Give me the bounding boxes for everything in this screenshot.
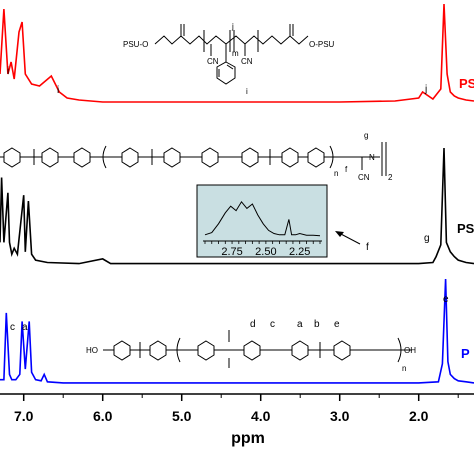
inset-tick-label: 2.75 [221, 246, 242, 258]
peak-label-red-i2: i [57, 85, 59, 96]
struct-top-left-label: PSU-O [123, 40, 148, 49]
struct-top-benzene-db2 [226, 64, 234, 70]
struct-mid-ring2 [41, 147, 59, 168]
x-tick-label: 3.0 [330, 408, 350, 424]
struct-mid-ring9 [307, 147, 325, 168]
struct-mid-2: 2 [388, 173, 393, 182]
spectra-group [0, 3, 474, 384]
struct-bot-ho: HO [86, 346, 98, 355]
struct-mid-cn: CN [358, 173, 370, 182]
x-tick-label: 4.0 [251, 408, 271, 424]
struct-bot-oh: OH [404, 346, 416, 355]
structure-top [154, 24, 309, 85]
inset-trace [204, 200, 321, 237]
struct-bot-label-e: e [334, 319, 340, 330]
struct-mid-ring7 [241, 147, 259, 168]
x-tick-label: 6.0 [93, 408, 113, 424]
struct-top-benzene [216, 61, 236, 85]
peak-label-blue-a: a [22, 322, 28, 333]
struct-mid-ring5 [163, 147, 181, 168]
series-label-black: PS [457, 221, 474, 236]
peak-label-red-j: j [424, 84, 427, 95]
inset-arrow-line [338, 232, 361, 245]
struct-bot-ring1 [113, 340, 131, 361]
struct-bot-ring2 [149, 340, 167, 361]
inset-panel: 2.75 2.50 2.25 [196, 184, 328, 258]
peak-label-red-i1: i [7, 66, 9, 77]
struct-top-j: j [231, 22, 234, 31]
inset-tick-label: 2.25 [289, 246, 310, 258]
struct-mid-ring8 [281, 147, 299, 168]
peak-label-blue-c: c [10, 322, 15, 333]
struct-mid-n: n [334, 169, 338, 178]
struct-bot-label-c: c [270, 319, 275, 330]
struct-mid-g: g [364, 131, 368, 140]
series-label-red: PS [459, 76, 474, 91]
inset-ticks: 2.75 2.50 2.25 [204, 241, 321, 258]
inset-arrow-head [335, 231, 344, 237]
struct-bot-label-b: b [314, 319, 320, 330]
struct-mid-ring4 [121, 147, 139, 168]
struct-top-cn1: CN [207, 57, 219, 66]
struct-mid-paren-right [329, 145, 334, 169]
struct-bot-label-d: d [250, 319, 256, 330]
series-label-blue: P [461, 346, 470, 361]
struct-top-right-label: O-PSU [309, 40, 335, 49]
spectrum-trace-3 [0, 278, 474, 384]
struct-bot-paren-right [397, 337, 402, 363]
x-tick-label: 5.0 [172, 408, 192, 424]
struct-mid-n2: N [369, 153, 375, 162]
struct-top-i: i [246, 87, 248, 96]
struct-mid-paren-left [102, 145, 107, 169]
structure-bottom [103, 330, 412, 368]
x-tick-label: 2.0 [409, 408, 429, 424]
struct-bot-ring4 [243, 340, 261, 361]
struct-bot-ring5 [291, 340, 309, 361]
struct-mid-ring6 [201, 147, 219, 168]
spectrum-trace-1 [0, 3, 474, 103]
struct-mid-f: f [345, 165, 348, 174]
struct-bot-n: n [402, 364, 406, 373]
struct-bot-label-a: a [297, 319, 303, 330]
struct-bot-paren-left [176, 337, 181, 363]
struct-top-m: m [232, 49, 239, 58]
struct-top-cn2: CN [241, 57, 253, 66]
peak-label-black-f: f [366, 242, 369, 253]
struct-bot-ring3 [197, 340, 215, 361]
structure-middle [0, 142, 387, 176]
x-tick-label: 7.0 [14, 408, 34, 424]
struct-mid-ring3 [73, 147, 91, 168]
x-axis-ticks: 7.0 6.0 5.0 4.0 3.0 2.0 [14, 394, 459, 424]
spectrum-trace-2 [0, 147, 474, 265]
peak-label-black-g: g [424, 233, 430, 244]
x-axis-title: ppm [231, 430, 265, 447]
struct-mid-ring1 [3, 147, 21, 168]
inset-spectrum-line [204, 200, 321, 237]
struct-bot-ring6 [333, 340, 351, 361]
struct-top-backbone [154, 35, 309, 45]
inset-tick-label: 2.50 [255, 246, 276, 258]
peak-label-blue-e: e [443, 294, 449, 305]
